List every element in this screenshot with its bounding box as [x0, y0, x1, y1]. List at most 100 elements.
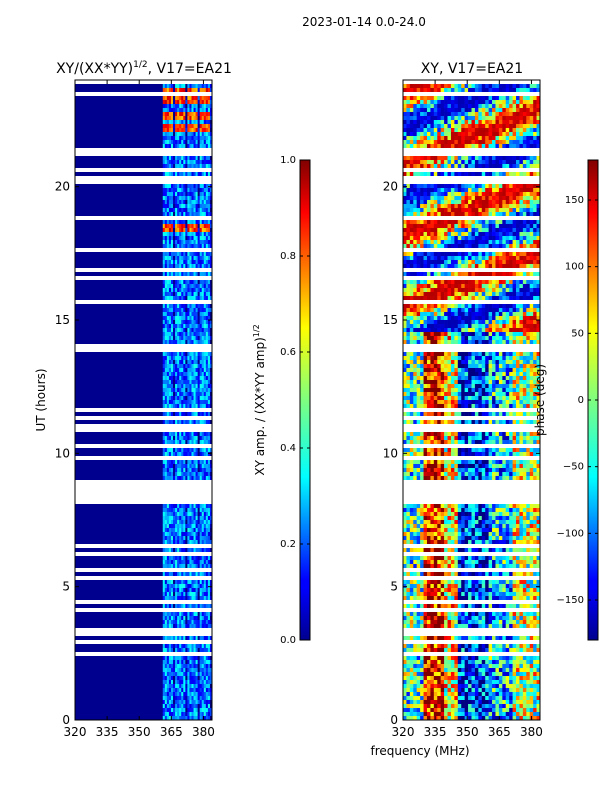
left-heat-cell — [179, 104, 182, 109]
left-heat-cell — [179, 572, 182, 577]
right-heat-cell — [481, 316, 486, 321]
right-heat-cell — [409, 84, 414, 89]
left-heat-cell — [162, 664, 166, 669]
left-heat-cell — [173, 400, 176, 405]
left-heat-cell — [207, 128, 211, 133]
right-heat-cell — [492, 200, 496, 205]
left-heat-cell — [197, 260, 201, 265]
left-heat-cell — [207, 448, 211, 453]
right-heat-cell — [471, 236, 476, 241]
left-heat-cell — [193, 624, 196, 629]
right-heat-cell — [450, 288, 455, 293]
left-heat-cell — [195, 572, 199, 577]
left-heat-cell — [173, 688, 176, 693]
right-heat-cell — [437, 160, 441, 165]
right-heat-cell — [495, 160, 500, 165]
right-heat-cell — [450, 308, 455, 313]
left-heat-cell — [209, 708, 213, 713]
left-heat-cell — [185, 404, 188, 409]
right-heat-cell — [481, 164, 486, 169]
right-heat-cell — [444, 136, 448, 141]
left-heat-cell — [164, 532, 168, 537]
left-heat-cell — [205, 88, 209, 93]
right-heat-cell — [533, 96, 537, 101]
left-heat-cell — [179, 236, 182, 241]
left-heat-cell — [170, 572, 174, 577]
right-heat-cell — [474, 172, 479, 177]
left-heat-cell — [199, 128, 203, 133]
left-heat-cell — [185, 220, 188, 225]
left-heat-cell — [164, 272, 168, 277]
left-heat-cell — [207, 164, 211, 169]
left-heat-cell — [183, 680, 186, 685]
left-heat-cell — [207, 100, 211, 105]
left-heat-cell — [164, 164, 168, 169]
left-heat-cell — [195, 584, 199, 589]
right-heat-cell — [440, 264, 445, 269]
right-heat-cell — [468, 172, 472, 177]
right-heat-cell — [413, 96, 417, 101]
left-heat-cell — [164, 648, 168, 653]
left-heat-cell — [189, 536, 192, 541]
left-heat-cell — [197, 612, 201, 617]
left-heat-cell — [181, 696, 184, 701]
left-heat-cell — [162, 432, 166, 437]
right-heat-cell — [485, 156, 489, 161]
right-heat-cell — [440, 228, 445, 233]
right-heat-cell — [478, 200, 483, 205]
right-heat-cell — [426, 204, 431, 209]
left-heat-cell — [185, 136, 188, 141]
left-heat-cell — [181, 392, 184, 397]
right-heat-cell — [426, 100, 431, 105]
left-heat-cell — [170, 356, 174, 361]
right-heat-cell — [403, 208, 407, 213]
left-heat-cell — [173, 340, 176, 345]
right-heat-cell — [536, 164, 541, 169]
right-heat-cell — [416, 136, 421, 141]
left-heat-cell — [175, 144, 178, 149]
left-heat-cell — [199, 296, 203, 301]
right-heat-cell — [509, 272, 513, 277]
right-heat-cell — [481, 144, 486, 149]
right-heat-cell — [495, 136, 500, 141]
right-heat-cell — [450, 200, 455, 205]
left-heat-cell — [183, 504, 186, 509]
left-heat-cell — [203, 620, 207, 625]
left-heat-cell — [187, 196, 190, 201]
left-heat-cell — [205, 616, 209, 621]
left-heat-cell — [173, 280, 176, 285]
left-blank-row — [75, 92, 212, 96]
right-heat-cell — [403, 256, 407, 261]
right-heat-cell — [516, 100, 520, 105]
left-heat-cell — [185, 660, 188, 665]
right-heat-cell — [403, 308, 407, 313]
left-heat-cell — [201, 412, 205, 417]
left-heat-cell — [170, 372, 174, 377]
left-heat-cell — [199, 620, 203, 625]
left-heat-cell — [199, 120, 203, 125]
left-heat-cell — [207, 604, 211, 609]
right-heat-cell — [488, 88, 493, 93]
right-heat-cell — [526, 312, 531, 317]
right-heat-cell — [522, 240, 527, 245]
left-heat-cell — [175, 560, 178, 565]
left-heat-cell — [170, 620, 174, 625]
right-heat-cell — [406, 224, 411, 229]
right-heat-cell — [409, 220, 414, 225]
right-heat-cell — [529, 200, 534, 205]
right-heat-cell — [433, 296, 438, 301]
left-heat-cell — [164, 396, 168, 401]
right-heat-cell — [406, 284, 411, 289]
left-heat-cell — [181, 112, 184, 117]
right-heat-cell — [526, 188, 531, 193]
right-heat-cell — [471, 124, 476, 129]
right-heat-cell — [406, 204, 411, 209]
left-heat-cell — [179, 368, 182, 373]
left-heat-cell — [195, 368, 199, 373]
right-heat-cell — [406, 228, 411, 233]
right-heat-cell — [406, 260, 411, 265]
right-heat-cell — [485, 184, 489, 189]
right-heat-cell — [450, 136, 455, 141]
left-heat-cell — [195, 468, 199, 473]
right-heat-cell — [492, 140, 496, 145]
